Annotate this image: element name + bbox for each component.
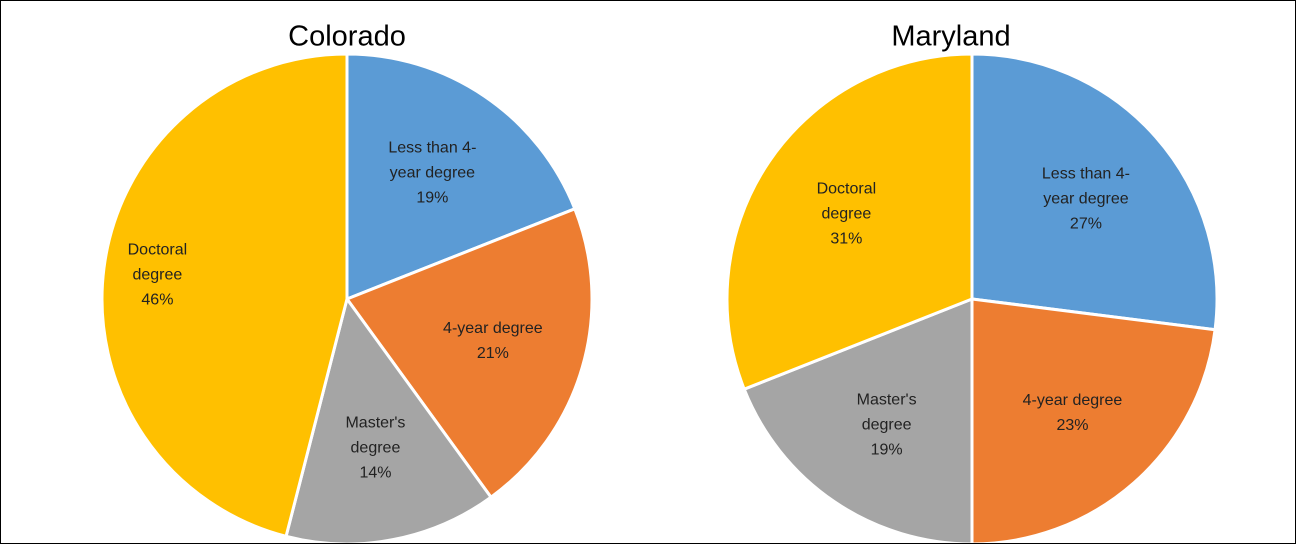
data-label: Doctoral degree 31% xyxy=(790,176,902,251)
pie-slice xyxy=(970,52,1219,332)
pie-slice xyxy=(725,52,974,392)
data-label: Master's degree 14% xyxy=(319,411,431,486)
data-label: Doctoral degree 46% xyxy=(101,238,213,313)
pie-slice xyxy=(100,52,349,539)
category-label: Master's degree xyxy=(856,391,917,434)
category-label: 4-year degree xyxy=(443,320,543,338)
category-label: Less than 4-year degree xyxy=(1041,165,1130,208)
category-label: Master's degree xyxy=(345,414,406,457)
percent-label: 19% xyxy=(870,441,903,459)
category-label: Less than 4-year degree xyxy=(388,139,477,182)
pie-slice xyxy=(345,52,577,302)
data-label: Less than 4-year degree 19% xyxy=(376,136,488,211)
data-label: Master's degree 19% xyxy=(831,387,943,462)
percent-label: 21% xyxy=(476,345,509,363)
percent-label: 31% xyxy=(830,230,863,248)
category-label: 4-year degree xyxy=(1022,391,1123,409)
percent-label: 23% xyxy=(1056,416,1089,434)
data-label: Less than 4-year degree 27% xyxy=(1030,161,1142,236)
percent-label: 27% xyxy=(1069,215,1102,233)
percent-label: 14% xyxy=(359,464,392,482)
data-label: 4-year degree 21% xyxy=(437,316,549,366)
chart-title: Colorado xyxy=(288,20,406,53)
category-label: Doctoral degree xyxy=(127,241,188,284)
data-label: 4-year degree 23% xyxy=(1016,388,1128,438)
pie-slice xyxy=(970,297,1217,543)
percent-label: 19% xyxy=(416,189,449,207)
percent-label: 46% xyxy=(141,291,174,309)
pie-slice xyxy=(284,295,494,543)
pie-slice xyxy=(742,296,974,543)
chart-title: Maryland xyxy=(891,20,1011,53)
category-label: Doctoral degree xyxy=(816,180,877,223)
pie-slice xyxy=(344,206,594,500)
